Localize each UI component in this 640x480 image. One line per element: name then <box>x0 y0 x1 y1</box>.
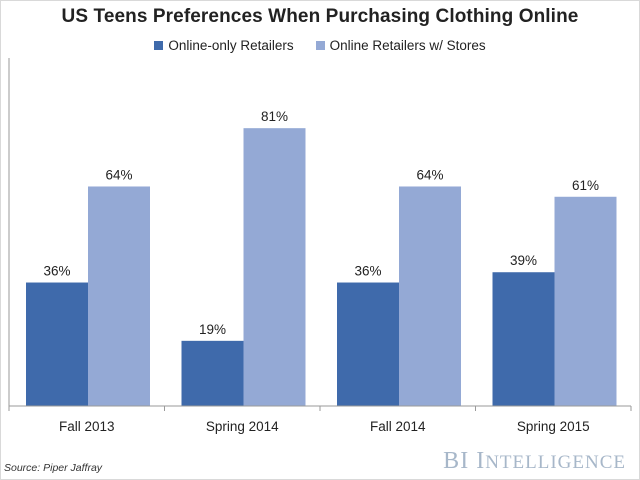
bar-online-only <box>181 340 244 406</box>
brand-word: NTELLIGENCE <box>485 452 626 473</box>
bar-with-stores <box>243 128 306 407</box>
x-tick-label: Spring 2015 <box>517 419 590 434</box>
x-tick-label: Fall 2014 <box>370 419 426 434</box>
bar-with-stores <box>399 186 461 406</box>
bar-with-stores <box>554 196 617 406</box>
legend-label-online-only: Online-only Retailers <box>168 38 294 53</box>
bar-online-only <box>26 282 88 406</box>
legend-label-with-stores: Online Retailers w/ Stores <box>329 38 486 53</box>
data-label: 39% <box>510 253 537 268</box>
data-label: 19% <box>199 322 226 337</box>
chart-title: US Teens Preferences When Purchasing Clo… <box>61 6 579 27</box>
x-tick-label: Fall 2013 <box>59 419 115 434</box>
data-label: 81% <box>261 109 288 124</box>
data-label: 36% <box>43 264 70 279</box>
data-label: 64% <box>105 167 132 182</box>
bar-with-stores <box>88 186 150 406</box>
legend-item-online-only: Online-only Retailers <box>154 38 294 53</box>
brand-letter: I <box>476 448 486 474</box>
legend-swatch-with-stores <box>315 41 325 50</box>
legend-swatch-online-only <box>154 41 164 50</box>
x-tick-label: Spring 2014 <box>206 419 279 434</box>
brand-letter: B <box>443 448 461 474</box>
data-label: 64% <box>416 167 443 182</box>
bar-online-only <box>337 282 399 406</box>
bar-online-only <box>492 272 555 406</box>
data-label: 61% <box>572 178 599 193</box>
brand-letter: I <box>460 448 470 474</box>
legend-item-with-stores: Online Retailers w/ Stores <box>315 38 486 53</box>
data-label: 36% <box>354 264 381 279</box>
chart-legend: Online-only Retailers Online Retailers w… <box>0 38 640 53</box>
source-note: Source: Piper Jaffray <box>4 462 103 474</box>
brand-logo: BI INTELLIGENCE <box>443 448 626 475</box>
